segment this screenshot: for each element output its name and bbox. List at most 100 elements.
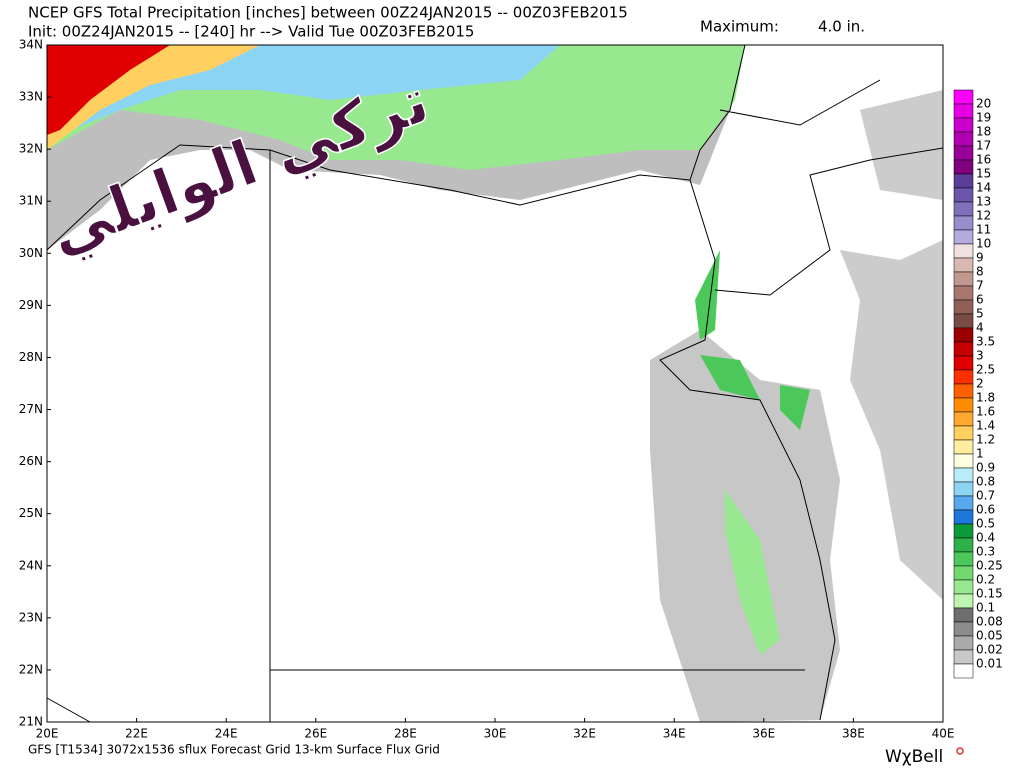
colorbar-swatch [953, 537, 974, 553]
colorbar-swatch [953, 117, 974, 133]
colorbar-swatch [953, 649, 974, 665]
colorbar-label: 1.8 [976, 391, 995, 405]
colorbar-swatch [953, 509, 974, 525]
lat-label: 25N [19, 506, 43, 520]
colorbar-swatch [953, 607, 974, 623]
colorbar-label: 1.6 [976, 405, 995, 419]
lat-label: 23N [19, 610, 43, 624]
subtitle: Init: 00Z24JAN2015 -- [240] hr --> Valid… [28, 23, 474, 41]
colorbar-label: 15 [976, 167, 991, 181]
colorbar-swatch [953, 355, 974, 371]
colorbar-swatch [953, 411, 974, 427]
colorbar-swatch [953, 229, 974, 245]
coastlines-borders [46, 44, 944, 723]
precip-gray-arabia [840, 90, 943, 600]
colorbar-label: 0.8 [976, 475, 995, 489]
colorbar-label: 0.6 [976, 503, 995, 517]
colorbar-swatch [953, 523, 974, 539]
colorbar-swatch [953, 243, 974, 259]
colorbar-swatch [953, 425, 974, 441]
brand-dot [956, 747, 964, 755]
colorbar-label: 2 [976, 377, 984, 391]
lon-label: 36E [752, 727, 775, 741]
lat-label: 21N [19, 715, 43, 729]
lon-label: 38E [842, 727, 865, 741]
colorbar-swatch [953, 131, 974, 147]
precip-green-south [725, 490, 780, 655]
colorbar-swatch [953, 159, 974, 175]
colorbar-label: 9 [976, 251, 984, 265]
lon-label: 34E [663, 727, 686, 741]
precip-green-east [695, 250, 810, 430]
colorbar-swatch [953, 103, 974, 119]
colorbar-label: 0.4 [976, 531, 995, 545]
lat-label: 31N [19, 194, 43, 208]
colorbar-label: 0.05 [976, 629, 1003, 643]
colorbar-label: 2.5 [976, 363, 995, 377]
colorbar-label: 8 [976, 265, 984, 279]
colorbar-swatch [953, 89, 974, 105]
colorbar: 20191817161514131211109876543.532.521.81… [953, 89, 1003, 679]
footer-text: GFS [T1534] 3072x1536 sflux Forecast Gri… [28, 743, 440, 757]
colorbar-label: 4 [976, 321, 984, 335]
lat-label: 26N [19, 454, 43, 468]
lon-label: 20E [36, 727, 59, 741]
lat-label: 24N [19, 558, 43, 572]
colorbar-label: 13 [976, 195, 991, 209]
colorbar-label: 1.2 [976, 433, 995, 447]
colorbar-label: 19 [976, 111, 991, 125]
lon-label: 28E [394, 727, 417, 741]
colorbar-label: 0.7 [976, 489, 995, 503]
colorbar-swatch [953, 565, 974, 581]
colorbar-label: 12 [976, 209, 991, 223]
colorbar-label: 0.01 [976, 657, 1003, 671]
colorbar-swatch [953, 397, 974, 413]
colorbar-swatch [953, 341, 974, 357]
colorbar-swatch [953, 635, 974, 651]
colorbar-swatch [953, 201, 974, 217]
colorbar-label: 0.9 [976, 461, 995, 475]
colorbar-label: 0.08 [976, 615, 1003, 629]
lat-label: 33N [19, 90, 43, 104]
colorbar-label: 0.15 [976, 587, 1003, 601]
lat-label: 22N [19, 662, 43, 676]
colorbar-swatch [953, 327, 974, 343]
colorbar-label: 0.5 [976, 517, 995, 531]
colorbar-swatch [953, 593, 974, 609]
colorbar-swatch [953, 187, 974, 203]
colorbar-swatch [953, 271, 974, 287]
colorbar-swatch [953, 621, 974, 637]
colorbar-label: 0.2 [976, 573, 995, 587]
colorbar-label: 17 [976, 139, 991, 153]
lon-label: 24E [215, 727, 238, 741]
colorbar-label: 10 [976, 237, 991, 251]
colorbar-swatch [953, 257, 974, 273]
colorbar-label: 6 [976, 293, 984, 307]
lat-label: 34N [19, 38, 43, 52]
colorbar-label: 0.3 [976, 545, 995, 559]
colorbar-swatch [953, 299, 974, 315]
lat-label: 32N [19, 142, 43, 156]
colorbar-swatch [953, 369, 974, 385]
lon-label: 22E [125, 727, 148, 741]
colorbar-swatch [953, 481, 974, 497]
colorbar-swatch [953, 495, 974, 511]
colorbar-swatch [953, 663, 974, 679]
colorbar-label: 0.1 [976, 601, 995, 615]
colorbar-label: 20 [976, 97, 991, 111]
map-area: تركي الوايلي [38, 44, 944, 723]
colorbar-swatch [953, 145, 974, 161]
colorbar-swatch [953, 551, 974, 567]
colorbar-label: 0.02 [976, 643, 1003, 657]
title: NCEP GFS Total Precipitation [inches] be… [28, 4, 628, 22]
colorbar-label: 7 [976, 279, 984, 293]
colorbar-label: 14 [976, 181, 991, 195]
maximum-value: 4.0 in. [818, 18, 865, 36]
lon-label: 26E [304, 727, 327, 741]
lon-label: 30E [484, 727, 507, 741]
colorbar-label: 18 [976, 125, 991, 139]
colorbar-swatch [953, 313, 974, 329]
colorbar-swatch [953, 467, 974, 483]
